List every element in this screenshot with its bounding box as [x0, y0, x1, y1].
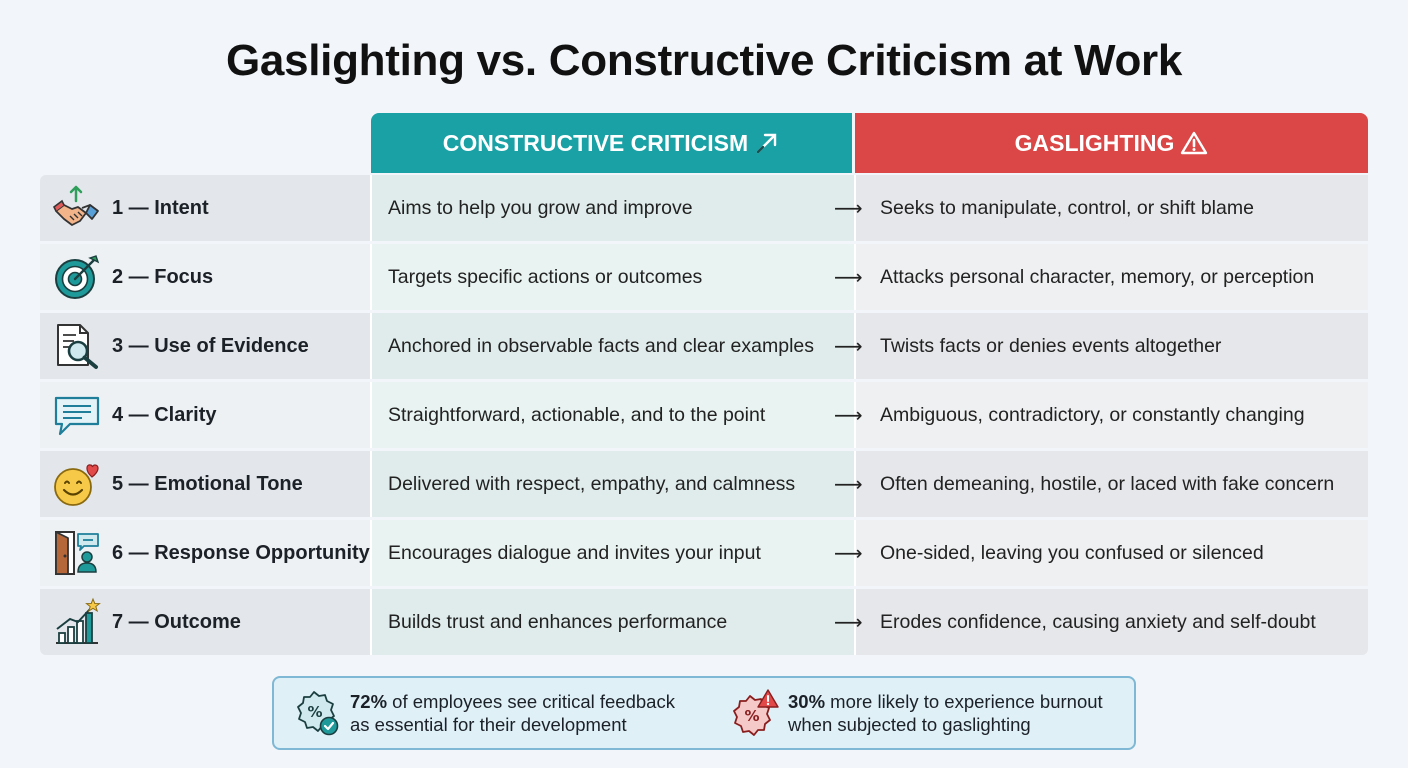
smiley-heart-icon [54, 464, 99, 506]
gaslighting-cell: Erodes confidence, causing anxiety and s… [854, 589, 1368, 655]
arrow-right-icon: ⟶ [834, 542, 863, 565]
comparison-row-outcome: 7 — Outcome Builds trust and enhances pe… [40, 589, 1368, 655]
arrow-right-icon: ⟶ [834, 266, 863, 289]
page-title: Gaslighting vs. Constructive Criticism a… [225, 36, 1183, 85]
comparison-row-focus: 2 — Focus Targets specific actions or ou… [40, 244, 1368, 310]
row-label: 2 — Focus [112, 265, 214, 288]
gaslighting-cell: Attacks personal character, memory, or p… [854, 244, 1368, 310]
stat-burnout: % 30% more likely to experience burnout … [730, 688, 1103, 738]
stat-text-line2: as essential for their development [350, 714, 627, 735]
speech-bubble-icon [54, 396, 100, 436]
comparison-row-response-opportunity: 6 — Response Opportunity Encourages dial… [40, 520, 1368, 586]
constructive-cell: Encourages dialogue and invites your inp… [370, 520, 854, 586]
comparison-row-clarity: 4 — Clarity Straightforward, actionable,… [40, 382, 1368, 448]
constructive-cell: Targets specific actions or outcomes [370, 244, 854, 310]
stat-text-line1: more likely to experience burnout [825, 691, 1103, 712]
comparison-row-evidence: 3 — Use of Evidence Anchored in observab… [40, 313, 1368, 379]
stat-text-line2: when subjected to gaslighting [788, 714, 1031, 735]
arrow-right-icon: ⟶ [834, 335, 863, 358]
constructive-cell: Aims to help you grow and improve [370, 175, 854, 241]
constructive-header-label: CONSTRUCTIVE CRITICISM [442, 129, 749, 156]
arrow-right-icon: ⟶ [834, 197, 863, 220]
statistics-footer: % 72% of employees see critical feedback… [272, 676, 1136, 750]
constructive-cell: Straightforward, actionable, and to the … [370, 382, 854, 448]
percent-badge-check-icon: % [297, 691, 339, 736]
constructive-cell: Anchored in observable facts and clear e… [370, 313, 854, 379]
gaslighting-cell: Ambiguous, contradictory, or constantly … [854, 382, 1368, 448]
door-chat-icon [55, 531, 99, 575]
arrow-right-icon: ⟶ [834, 473, 863, 496]
gaslighting-cell: Twists facts or denies events altogether [854, 313, 1368, 379]
constructive-cell: Builds trust and enhances performance [370, 589, 854, 655]
constructive-cell: Delivered with respect, empathy, and cal… [370, 451, 854, 517]
trend-arrow-icon [756, 133, 777, 154]
stat-highlight: 30% [788, 691, 826, 712]
arrow-right-icon: ⟶ [834, 404, 863, 427]
svg-text:%: % [744, 707, 759, 725]
comparison-row-emotional-tone: 5 — Emotional Tone Delivered with respec… [40, 451, 1368, 517]
gaslighting-cell: Seeks to manipulate, control, or shift b… [854, 175, 1368, 241]
stat-text-line1: of employees see critical feedback [387, 691, 675, 712]
warning-triangle-icon [1181, 131, 1208, 155]
stat-highlight: 72% [350, 691, 388, 712]
comparison-row-intent: 1 — Intent Aims to help you grow and imp… [40, 175, 1368, 241]
row-label: 5 — Emotional Tone [112, 472, 303, 495]
handshake-icon [52, 185, 99, 226]
row-label: 6 — Response Opportunity [112, 541, 370, 564]
row-label: 7 — Outcome [112, 610, 241, 633]
arrow-right-icon: ⟶ [834, 611, 863, 634]
gaslighting-header: GASLIGHTING [855, 113, 1368, 173]
row-label: 3 — Use of Evidence [112, 334, 309, 357]
constructive-criticism-header: CONSTRUCTIVE CRITICISM [371, 113, 852, 173]
svg-text:%: % [307, 703, 322, 721]
gaslighting-cell: One-sided, leaving you confused or silen… [854, 520, 1368, 586]
growth-chart-icon [56, 597, 101, 644]
gaslighting-header-label: GASLIGHTING [1014, 129, 1175, 156]
document-search-icon [57, 324, 98, 369]
target-icon [55, 255, 100, 299]
gaslighting-cell: Often demeaning, hostile, or laced with … [854, 451, 1368, 517]
stat-critical-feedback: % 72% of employees see critical feedback… [292, 688, 675, 738]
row-label: 1 — Intent [112, 196, 209, 219]
percent-badge-warning-icon: % [733, 689, 779, 736]
row-label: 4 — Clarity [112, 403, 217, 426]
